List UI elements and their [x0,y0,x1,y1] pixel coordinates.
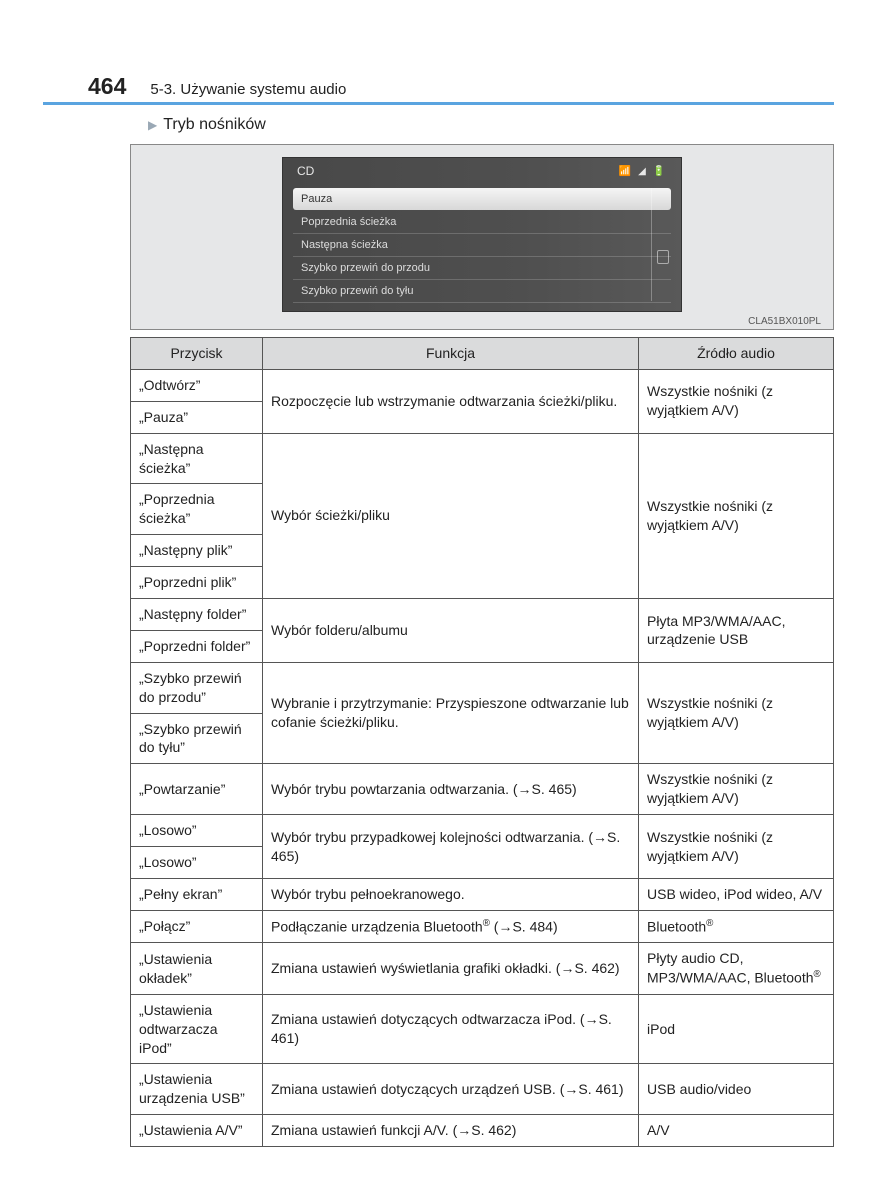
device-screen: CD 📶 ◢ 🔋 Pauza Poprzednia ścieżka Następ… [282,157,682,312]
button-cell: „Losowo” [131,815,263,847]
function-cell: Wybranie i przytrzymanie: Przyspieszone … [263,662,639,764]
function-cell: Wybór folderu/albumu [263,599,639,663]
table-row: „Pełny ekran”Wybór trybu pełnoekranowego… [131,878,834,910]
source-cell: Wszystkie nośniki (z wyjątkiem A/V) [639,369,834,433]
table-row: „Losowo”Wybór trybu przypadkowej kolejno… [131,815,834,847]
table-row: „Powtarzanie”Wybór trybu powtarzania odt… [131,764,834,815]
screen-menu-list: Pauza Poprzednia ścieżka Następna ścieżk… [293,188,671,303]
table-row: „Następny folder”Wybór folderu/albumuPły… [131,599,834,631]
screenshot-code: CLA51BX010PL [143,316,821,327]
source-cell: Płyty audio CD, MP3/WMA/AAC, Bluetooth® [639,943,834,994]
function-cell: Zmiana ustawień dotyczących odtwarzacza … [263,994,639,1064]
source-cell: Wszystkie nośniki (z wyjątkiem A/V) [639,815,834,879]
button-cell: „Ustawienia okładek” [131,943,263,994]
table-row: „Ustawienia okładek”Zmiana ustawień wyśw… [131,943,834,994]
menu-item[interactable]: Poprzednia ścieżka [293,211,671,234]
button-cell: „Ustawienia A/V” [131,1115,263,1147]
table-row: „Połącz”Podłączanie urządzenia Bluetooth… [131,910,834,943]
screenshot-container: CD 📶 ◢ 🔋 Pauza Poprzednia ścieżka Następ… [130,144,834,330]
screen-side-control [651,188,673,301]
button-cell: „Połącz” [131,910,263,943]
status-icons: 📶 ◢ 🔋 [619,166,667,177]
source-cell: Wszystkie nośniki (z wyjątkiem A/V) [639,433,834,598]
button-cell: „Poprzednia ścieżka” [131,484,263,535]
function-cell: Podłączanie urządzenia Bluetooth® (→S. 4… [263,910,639,943]
table-header: Przycisk [131,338,263,370]
source-cell: Wszystkie nośniki (z wyjątkiem A/V) [639,764,834,815]
source-cell: A/V [639,1115,834,1147]
button-cell: „Następny folder” [131,599,263,631]
source-cell: USB wideo, iPod wideo, A/V [639,878,834,910]
function-cell: Wybór trybu powtarzania odtwarzania. (→S… [263,764,639,815]
menu-item[interactable]: Szybko przewiń do przodu [293,257,671,280]
function-cell: Wybór trybu przypadkowej kolejności odtw… [263,815,639,879]
function-cell: Zmiana ustawień wyświetlania grafiki okł… [263,943,639,994]
button-cell: „Pełny ekran” [131,878,263,910]
table-header: Funkcja [263,338,639,370]
page-header: 464 5-3. Używanie systemu audio [88,73,834,100]
table-row: „Szybko przewiń do przodu”Wybranie i prz… [131,662,834,713]
function-cell: Rozpoczęcie lub wstrzymanie odtwarzania … [263,369,639,433]
button-cell: „Poprzedni plik” [131,567,263,599]
table-row: „Następna ścieżka”Wybór ścieżki/plikuWsz… [131,433,834,484]
table-row: „Ustawienia urządzenia USB”Zmiana ustawi… [131,1064,834,1115]
header-divider [43,102,834,105]
button-cell: „Powtarzanie” [131,764,263,815]
button-cell: „Następny plik” [131,535,263,567]
function-cell: Zmiana ustawień funkcji A/V. (→S. 462) [263,1115,639,1147]
section-title-text: Tryb nośników [163,116,266,133]
button-cell: „Ustawienia odtwarzacza iPod” [131,994,263,1064]
button-cell: „Odtwórz” [131,369,263,401]
button-cell: „Szybko przewiń do przodu” [131,662,263,713]
screen-header: CD 📶 ◢ 🔋 [293,164,671,178]
button-cell: „Ustawienia urządzenia USB” [131,1064,263,1115]
source-cell: USB audio/video [639,1064,834,1115]
function-cell: Wybór ścieżki/pliku [263,433,639,598]
source-cell: Płyta MP3/WMA/AAC, urządzenie USB [639,599,834,663]
source-cell: iPod [639,994,834,1064]
menu-item[interactable]: Następna ścieżka [293,234,671,257]
functions-table: Przycisk Funkcja Źródło audio „Odtwórz”R… [130,337,834,1147]
section-title: ▶ Tryb nośników [148,116,834,134]
menu-item[interactable]: Szybko przewiń do tyłu [293,280,671,303]
page-number: 464 [88,73,126,100]
button-cell: „Następna ścieżka” [131,433,263,484]
table-row: „Odtwórz”Rozpoczęcie lub wstrzymanie odt… [131,369,834,401]
source-cell: Bluetooth® [639,910,834,943]
table-row: „Ustawienia A/V”Zmiana ustawień funkcji … [131,1115,834,1147]
button-cell: „Poprzedni folder” [131,630,263,662]
source-cell: Wszystkie nośniki (z wyjątkiem A/V) [639,662,834,764]
menu-item[interactable]: Pauza [293,188,671,210]
button-cell: „Szybko przewiń do tyłu” [131,713,263,764]
triangle-icon: ▶ [148,118,157,132]
function-cell: Wybór trybu pełnoekranowego. [263,878,639,910]
button-cell: „Pauza” [131,401,263,433]
table-header: Źródło audio [639,338,834,370]
header-title: 5-3. Używanie systemu audio [150,81,346,98]
button-cell: „Losowo” [131,847,263,879]
screen-title: CD [297,164,314,178]
table-row: „Ustawienia odtwarzacza iPod”Zmiana usta… [131,994,834,1064]
function-cell: Zmiana ustawień dotyczących urządzeń USB… [263,1064,639,1115]
